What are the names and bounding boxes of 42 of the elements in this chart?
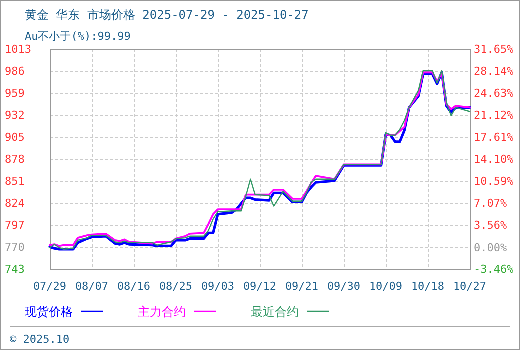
x-tick-label: 08/16: [117, 280, 151, 293]
y2-tick-label: 0.00%: [474, 241, 508, 254]
chart-subtitle: Au不小于(%):99.99: [25, 30, 131, 43]
x-tick-label: 08/25: [159, 280, 193, 293]
y2-tick-label: 28.14%: [474, 64, 514, 78]
y2-tick-label: 24.63%: [474, 86, 514, 100]
y-tick-label: 743: [5, 263, 25, 276]
y-tick-label: 932: [5, 109, 25, 122]
y-tick-label: 797: [5, 219, 25, 232]
y-tick-label: 878: [5, 153, 25, 166]
legend-label: 最近合约: [251, 305, 299, 319]
chart-title: 黄金 华东 市场价格 2025-07-29 - 2025-10-27: [25, 8, 309, 22]
y2-tick-label: 21.12%: [474, 108, 514, 122]
x-tick-label: 10/27: [453, 280, 487, 293]
legend-label: 主力合约: [138, 305, 186, 319]
y2-tick-label: 7.07%: [474, 197, 508, 210]
y2-tick-label: 10.59%: [474, 174, 514, 188]
y-tick-label: 959: [5, 87, 25, 100]
x-tick-label: 09/12: [243, 280, 277, 293]
y2-tick-label: 17.61%: [474, 130, 514, 144]
y2-tick-label: -3.46%: [474, 263, 514, 276]
y-tick-label: 851: [5, 175, 25, 188]
x-tick-label: 09/03: [201, 280, 235, 293]
y-tick-label: 986: [5, 65, 25, 78]
x-tick-label: 10/09: [369, 280, 403, 293]
legend-item: 主力合约: [138, 305, 216, 319]
y2-tick-label: 3.56%: [474, 219, 508, 232]
x-tick-label: 10/18: [411, 280, 445, 293]
x-tick-label: 09/30: [327, 280, 361, 293]
legend-item: 最近合约: [251, 305, 329, 319]
y-tick-label: 824: [5, 197, 26, 210]
legend-label: 现货价格: [25, 305, 73, 319]
x-tick-label: 09/21: [285, 280, 319, 293]
y-tick-label: 1013: [5, 43, 32, 56]
legend-item: 现货价格: [25, 305, 103, 319]
x-tick-label: 08/07: [75, 280, 109, 293]
y-tick-label: 905: [5, 131, 25, 144]
x-tick-label: 07/29: [33, 280, 67, 293]
y-tick-label: 770: [5, 241, 25, 254]
text: © 2025.10: [10, 333, 70, 346]
y2-tick-label: 14.10%: [474, 152, 514, 166]
y2-tick-label: 31.65%: [474, 43, 514, 56]
